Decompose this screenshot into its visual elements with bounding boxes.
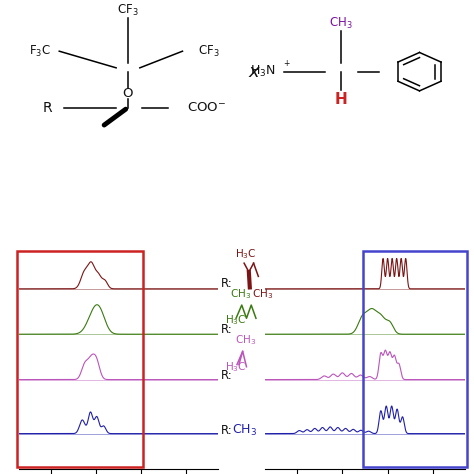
Text: R: R xyxy=(43,100,52,115)
Text: O: O xyxy=(123,87,133,100)
Text: COO$^{−}$: COO$^{−}$ xyxy=(187,101,226,114)
Text: R:: R: xyxy=(220,369,232,382)
Text: CH$_3$: CH$_3$ xyxy=(235,333,256,347)
Text: CH$_3$: CH$_3$ xyxy=(230,287,251,301)
Text: H$_3$N: H$_3$N xyxy=(250,64,276,79)
Text: H: H xyxy=(335,92,347,107)
Text: F$_3$C: F$_3$C xyxy=(29,44,51,59)
Text: CH$_3$: CH$_3$ xyxy=(252,287,273,301)
Text: CH$_3$: CH$_3$ xyxy=(329,16,353,31)
Text: CF$_3$: CF$_3$ xyxy=(117,3,139,18)
Text: R:: R: xyxy=(220,323,232,336)
Text: H$_3$C: H$_3$C xyxy=(225,314,247,328)
Text: R:: R: xyxy=(220,276,232,290)
Text: H$_3$C: H$_3$C xyxy=(235,247,256,261)
Text: H$_3$C: H$_3$C xyxy=(225,360,247,374)
Text: R:: R: xyxy=(220,424,232,437)
Text: CH$_3$: CH$_3$ xyxy=(232,423,257,438)
Text: x: x xyxy=(248,63,259,81)
Text: CF$_3$: CF$_3$ xyxy=(198,44,219,59)
Text: $^+$: $^+$ xyxy=(282,60,292,70)
